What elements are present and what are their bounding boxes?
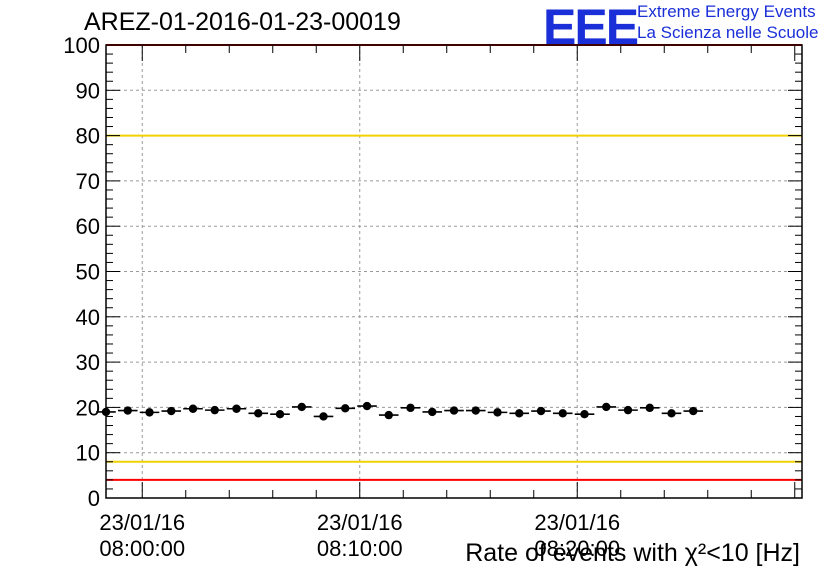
x-tick-time-label: 08:20:00 [534, 536, 620, 561]
data-point [580, 409, 589, 419]
data-point [232, 404, 241, 413]
data-point [471, 406, 480, 415]
data-point [384, 410, 393, 420]
y-quantity-label: Rate of events with χ²<10 [Hz] [465, 539, 800, 567]
data-point [689, 406, 698, 416]
y-tick-label: 50 [76, 260, 100, 285]
y-tick-label: 60 [76, 214, 100, 239]
data-point [449, 406, 459, 415]
data-point [645, 403, 654, 413]
data-point [536, 406, 546, 416]
y-tick-label: 30 [76, 350, 100, 375]
data-point [493, 408, 502, 417]
data-point [297, 402, 306, 412]
data-point [275, 409, 285, 419]
x-tick-time-label: 08:00:00 [99, 536, 185, 561]
data-point [602, 402, 611, 412]
data-point [515, 409, 524, 418]
data-point [341, 404, 350, 413]
y-tick-label: 10 [76, 441, 100, 466]
data-point [319, 412, 328, 421]
data-point [558, 409, 567, 418]
x-tick-date-label: 23/01/16 [99, 510, 185, 535]
y-tick-label: 40 [76, 305, 100, 330]
y-tick-label: 20 [76, 395, 100, 420]
data-point [254, 409, 263, 418]
grid-lines [106, 45, 802, 498]
chart-title: AREZ-01-2016-01-23-00019 [84, 8, 401, 36]
tick-labels: 010203040506070809010023/01/1608:00:0023… [63, 33, 800, 567]
y-tick-label: 90 [76, 78, 100, 103]
data-point [210, 405, 219, 415]
logo-subtitle-line2: La Scienza nelle Scuole [637, 23, 819, 42]
x-tick-time-label: 08:10:00 [317, 536, 403, 561]
data-point [406, 403, 415, 413]
data-point [667, 409, 676, 418]
y-tick-label: 0 [88, 486, 100, 511]
x-tick-date-label: 23/01/16 [534, 510, 620, 535]
data-point [167, 406, 176, 416]
axes [105, 44, 803, 499]
y-tick-label: 70 [76, 169, 100, 194]
data-point [623, 405, 633, 415]
data-point [428, 407, 437, 417]
data-point [145, 408, 154, 417]
logo-subtitle-line1: Extreme Energy Events [637, 2, 816, 21]
data-point [188, 404, 198, 413]
x-tick-date-label: 23/01/16 [317, 510, 403, 535]
y-tick-label: 100 [63, 33, 100, 58]
data-point [123, 406, 132, 415]
data-point [101, 407, 111, 417]
y-tick-label: 80 [76, 124, 100, 149]
data-point [362, 401, 372, 411]
data-points [96, 401, 704, 421]
